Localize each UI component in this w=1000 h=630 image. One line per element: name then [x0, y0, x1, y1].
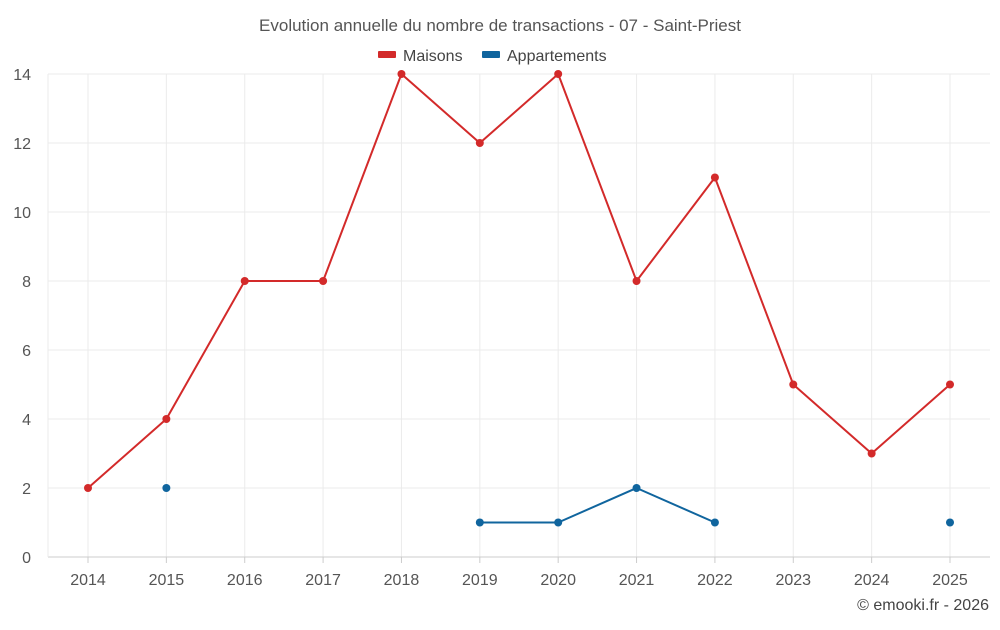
data-point-maisons-2023[interactable]	[789, 380, 798, 389]
data-point-appartements-2025[interactable]	[946, 518, 954, 527]
y-tick-label: 14	[13, 67, 31, 84]
legend[interactable]: Maisons Appartements	[378, 48, 607, 65]
legend-item-appartements[interactable]: Appartements	[482, 48, 607, 65]
x-tick-label: 2020	[540, 572, 576, 589]
legend-label-appartements: Appartements	[507, 48, 607, 65]
y-tick-label: 8	[22, 274, 31, 291]
x-tick-label: 2025	[932, 572, 968, 589]
x-tick-label: 2017	[305, 572, 341, 589]
data-point-maisons-2018[interactable]	[397, 70, 406, 78]
data-point-appartements-2019[interactable]	[475, 518, 484, 527]
x-tick-label: 2024	[854, 572, 890, 589]
data-point-appartements-2021[interactable]	[632, 484, 641, 492]
data-point-maisons-2014[interactable]	[84, 484, 92, 492]
data-point-maisons-2025[interactable]	[946, 380, 954, 389]
grid	[48, 73, 990, 557]
y-tick-label: 4	[22, 412, 31, 429]
series-line-maisons	[87, 73, 951, 489]
x-tick-label: 2014	[70, 572, 106, 589]
y-tick-label: 0	[22, 550, 31, 567]
data-point-appartements-2015[interactable]	[162, 484, 171, 492]
data-point-appartements-2020[interactable]	[554, 518, 563, 527]
x-tick-label: 2016	[227, 572, 263, 589]
x-tick-label: 2018	[384, 572, 420, 589]
data-point-maisons-2017[interactable]	[319, 277, 328, 285]
data-point-appartements-2022[interactable]	[710, 518, 719, 527]
data-point-maisons-2024[interactable]	[867, 449, 876, 458]
x-tick-label: 2022	[697, 572, 733, 589]
legend-swatch-appartements	[482, 51, 500, 58]
data-point-maisons-2016[interactable]	[240, 277, 249, 285]
series-appartements	[162, 484, 954, 527]
series-layer	[84, 70, 954, 527]
y-tick-label: 10	[13, 205, 31, 222]
data-point-maisons-2019[interactable]	[475, 139, 484, 147]
legend-swatch-maisons	[378, 51, 396, 58]
x-tick-label: 2019	[462, 572, 498, 589]
series-line-appartements	[479, 487, 716, 524]
y-tick-label: 2	[22, 481, 31, 498]
y-tick-label: 6	[22, 343, 31, 360]
data-point-maisons-2022[interactable]	[710, 173, 719, 182]
chart-title: Evolution annuelle du nombre de transact…	[259, 16, 741, 35]
legend-item-maisons[interactable]: Maisons	[378, 48, 463, 65]
y-tick-label: 12	[13, 136, 31, 153]
data-point-maisons-2020[interactable]	[554, 70, 563, 78]
x-tick-label: 2015	[149, 572, 185, 589]
x-tick-label: 2023	[775, 572, 811, 589]
axes: 0 2 4 6 8 10 12 14 2014 2015 2016 2017 2018 2019 2020 2…	[13, 67, 990, 589]
data-point-maisons-2015[interactable]	[162, 415, 171, 423]
x-tick-label: 2021	[619, 572, 655, 589]
data-point-maisons-2021[interactable]	[632, 277, 641, 285]
series-maisons	[84, 70, 954, 492]
credit-text: © emooki.fr - 2026	[857, 597, 989, 614]
legend-label-maisons: Maisons	[403, 48, 463, 65]
